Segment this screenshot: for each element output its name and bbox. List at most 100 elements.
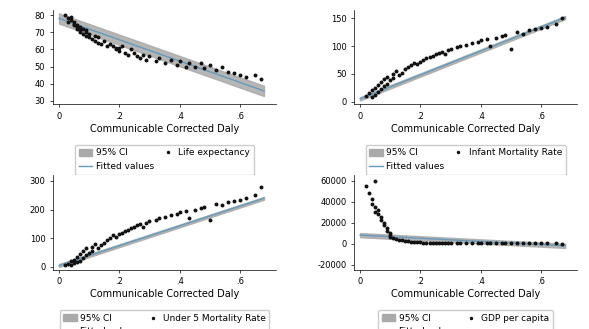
- Point: [84, 250, 94, 255]
- Point: [473, 241, 482, 246]
- Point: [105, 41, 115, 47]
- Point: [78, 26, 88, 31]
- Point: [370, 178, 380, 183]
- Point: [467, 241, 477, 246]
- Point: [416, 59, 425, 64]
- Point: [370, 92, 380, 98]
- Point: [67, 14, 76, 19]
- Point: [88, 244, 97, 249]
- Point: [229, 71, 239, 76]
- Point: [386, 235, 395, 240]
- Point: [81, 246, 91, 251]
- Point: [403, 64, 413, 70]
- Point: [70, 19, 79, 25]
- Point: [67, 17, 76, 23]
- Point: [133, 223, 142, 228]
- Point: [67, 259, 76, 264]
- Point: [383, 225, 392, 230]
- Point: [398, 70, 407, 75]
- Point: [108, 43, 118, 49]
- Point: [166, 57, 176, 62]
- Point: [151, 217, 160, 222]
- Point: [407, 239, 416, 244]
- Point: [199, 204, 209, 209]
- Point: [160, 214, 169, 219]
- Point: [70, 21, 79, 26]
- Point: [72, 24, 82, 30]
- Point: [172, 62, 181, 67]
- Point: [175, 59, 184, 64]
- Point: [145, 218, 154, 224]
- Point: [491, 35, 501, 40]
- Point: [506, 241, 515, 246]
- Point: [379, 84, 389, 89]
- Point: [551, 241, 561, 246]
- Point: [241, 195, 251, 201]
- Point: [81, 33, 91, 38]
- Point: [485, 241, 495, 246]
- Point: [118, 43, 127, 49]
- Point: [142, 220, 151, 225]
- Point: [100, 240, 109, 245]
- Point: [425, 240, 434, 245]
- Point: [410, 239, 419, 244]
- Point: [235, 72, 244, 78]
- Point: [84, 31, 94, 37]
- Point: [383, 81, 392, 87]
- Point: [476, 38, 485, 43]
- Point: [78, 248, 88, 254]
- Point: [455, 43, 464, 49]
- Point: [365, 190, 374, 196]
- Point: [75, 258, 85, 263]
- Point: [542, 241, 552, 246]
- Point: [97, 41, 106, 47]
- Point: [368, 201, 377, 206]
- Point: [386, 230, 395, 236]
- Point: [500, 241, 509, 246]
- Point: [124, 52, 133, 57]
- Point: [72, 259, 82, 265]
- Point: [75, 24, 85, 30]
- Point: [121, 50, 130, 56]
- Point: [223, 69, 233, 74]
- Point: [551, 21, 561, 26]
- Point: [373, 82, 383, 88]
- Point: [419, 240, 428, 245]
- Point: [130, 50, 139, 56]
- Point: [72, 26, 82, 31]
- Point: [368, 197, 377, 202]
- Point: [431, 52, 440, 57]
- Point: [410, 60, 419, 65]
- Point: [500, 32, 509, 38]
- Point: [196, 206, 206, 211]
- Point: [482, 37, 491, 42]
- Legend: 95% CI, Fitted values, Life expectancy: 95% CI, Fitted values, Life expectancy: [75, 145, 254, 175]
- Point: [142, 57, 151, 62]
- Point: [365, 90, 374, 96]
- Point: [386, 78, 395, 83]
- Point: [461, 42, 471, 47]
- Point: [102, 43, 112, 49]
- Point: [392, 68, 401, 74]
- Point: [118, 230, 127, 235]
- Point: [383, 74, 392, 79]
- Point: [467, 40, 477, 46]
- Point: [476, 241, 485, 246]
- Point: [497, 241, 507, 246]
- Point: [115, 45, 124, 50]
- Point: [407, 63, 416, 68]
- Point: [139, 52, 148, 57]
- Point: [70, 257, 79, 263]
- Point: [386, 233, 395, 238]
- Point: [461, 241, 471, 246]
- Point: [100, 38, 109, 43]
- Point: [81, 30, 91, 35]
- Point: [60, 263, 70, 268]
- Point: [437, 240, 446, 246]
- Point: [108, 233, 118, 238]
- Point: [389, 76, 398, 81]
- Point: [416, 240, 425, 245]
- Point: [130, 224, 139, 229]
- Point: [154, 55, 163, 61]
- Point: [440, 52, 449, 57]
